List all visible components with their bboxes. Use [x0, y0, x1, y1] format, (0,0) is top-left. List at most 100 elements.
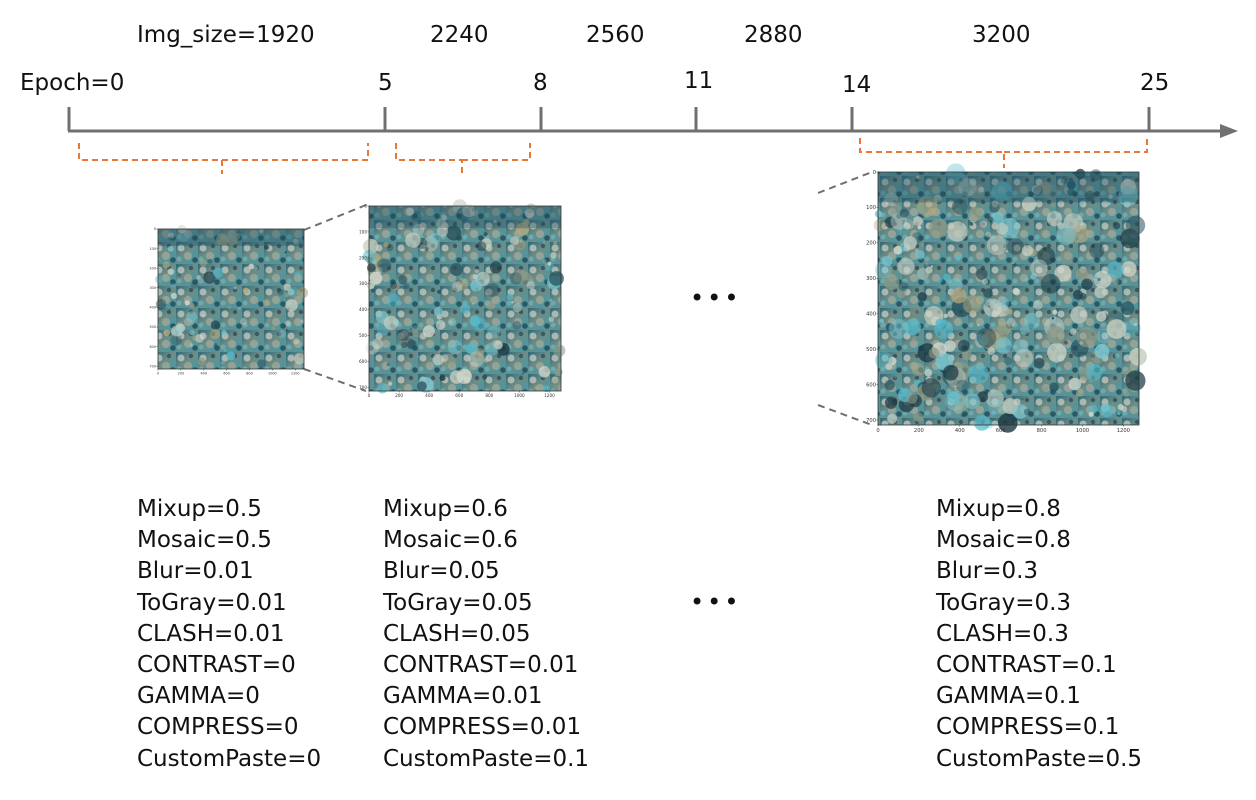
reef-texture-blob [468, 367, 473, 372]
aug-item: Blur=0.05 [383, 558, 500, 585]
reef-texture-blob [293, 338, 300, 345]
reef-texture-blob [424, 246, 429, 252]
reef-texture-blob [924, 369, 933, 377]
reef-texture-blob [472, 274, 478, 280]
x-tick-label: 1000 [268, 371, 277, 375]
reef-texture-blob [476, 354, 486, 365]
reef-texture-blob [1093, 275, 1098, 280]
reef-texture-blob [228, 305, 232, 310]
reef-texture-blob [189, 302, 195, 309]
reef-texture-blob [460, 303, 471, 314]
reef-texture-blob [1033, 185, 1044, 196]
reef-texture-blob [474, 268, 479, 274]
reef-texture-blob [1007, 308, 1013, 315]
reef-texture-blob [547, 261, 552, 266]
reef-texture-blob [287, 307, 290, 310]
epoch-label: Epoch=0 [20, 70, 124, 96]
reef-photo [158, 229, 304, 369]
reef-texture-blob [1084, 190, 1096, 201]
reef-texture-blob [1039, 253, 1043, 256]
reef-texture-blob [199, 259, 207, 267]
reef-texture-blob [1094, 343, 1110, 359]
reef-texture-blob [267, 318, 271, 323]
x-tick-label: 0 [876, 428, 879, 434]
x-tick-label: 0 [368, 393, 371, 398]
reef-texture-blob [1032, 299, 1043, 310]
reef-photo [878, 172, 1139, 425]
reef-texture-blob [988, 398, 1004, 415]
reef-image-large: 0 200 400 600 800 1000 1200 0 100 200 300 400 500 600… [866, 163, 1147, 434]
reef-texture-blob [1020, 325, 1030, 336]
reef-texture-blob [1079, 202, 1083, 206]
x-tick-label: 1000 [514, 393, 525, 398]
y-tick-label: 300 [359, 281, 367, 286]
reef-texture-blob [186, 311, 198, 323]
reef-texture-blob [1089, 243, 1105, 259]
aug-item: CLASH=0.01 [137, 620, 285, 647]
reef-texture-blob [487, 325, 501, 339]
y-tick-label: 500 [359, 333, 367, 338]
reef-texture-blob [884, 379, 895, 391]
reef-texture-blob [1079, 341, 1084, 345]
reef-photo [369, 206, 561, 391]
reef-texture-blob [964, 393, 981, 410]
reef-texture-blob [470, 280, 483, 292]
reef-texture-blob [1004, 356, 1013, 366]
reef-texture-blob [398, 275, 408, 285]
reef-texture-blob [1133, 322, 1138, 327]
reef-texture-blob [935, 318, 946, 329]
reef-texture-blob [985, 231, 992, 238]
reef-texture-blob [284, 251, 287, 254]
reef-texture-blob [170, 292, 178, 300]
reef-texture-blob [433, 306, 444, 317]
reef-texture-blob [197, 357, 206, 366]
epoch-range-bracket [859, 138, 1148, 168]
reef-texture-blob [989, 202, 1000, 213]
reef-texture-blob [909, 304, 921, 315]
reef-texture-blob [377, 258, 392, 273]
reef-texture-blob [904, 318, 921, 336]
reef-texture-blob [170, 334, 182, 346]
reef-texture-blob [930, 265, 934, 268]
reef-texture-blob [1070, 306, 1088, 324]
reef-texture-blob [1024, 312, 1040, 329]
reef-texture-blob [524, 208, 535, 219]
reef-texture-blob [991, 181, 1013, 202]
reef-texture-blob [162, 261, 170, 269]
reef-texture-blob [285, 320, 291, 326]
img-size-label: 2560 [586, 22, 645, 48]
image-frame [368, 205, 562, 392]
reef-texture-blob [885, 363, 893, 370]
reef-texture-blob [553, 344, 566, 357]
reef-texture-blob [1106, 201, 1111, 206]
reef-texture-blob [389, 281, 398, 290]
reef-texture-blob [1094, 286, 1107, 299]
reef-texture-blob [411, 324, 424, 338]
reef-texture-blob [956, 379, 969, 393]
reef-texture-blob [294, 271, 301, 278]
reef-texture-blob [516, 222, 530, 236]
reef-texture-blob [898, 281, 909, 292]
reef-texture-blob [368, 209, 373, 215]
aug-item: GAMMA=0 [137, 683, 260, 710]
reef-texture-blob [465, 343, 478, 355]
reef-texture-blob [917, 225, 922, 230]
y-tick-label: 400 [359, 307, 367, 312]
reef-texture-blob [911, 363, 925, 376]
reef-texture-blob [963, 186, 968, 191]
reef-texture-blob [240, 317, 248, 326]
zoom-connector-line [817, 171, 873, 194]
reef-texture-blob [1031, 185, 1042, 195]
aug-item: ToGray=0.05 [383, 589, 533, 616]
reef-texture-blob [383, 315, 399, 330]
reef-texture-blob [223, 348, 227, 352]
reef-texture-blob [284, 292, 290, 298]
reef-texture-blob [493, 340, 503, 350]
reef-texture-blob [974, 415, 990, 431]
reef-texture-blob [1024, 277, 1029, 282]
aug-item: Mixup=0.8 [936, 496, 1061, 522]
reef-texture-blob [173, 326, 182, 335]
reef-texture-blob [974, 333, 989, 347]
reef-texture-blob [983, 288, 993, 299]
aug-item: Blur=0.3 [936, 558, 1039, 585]
